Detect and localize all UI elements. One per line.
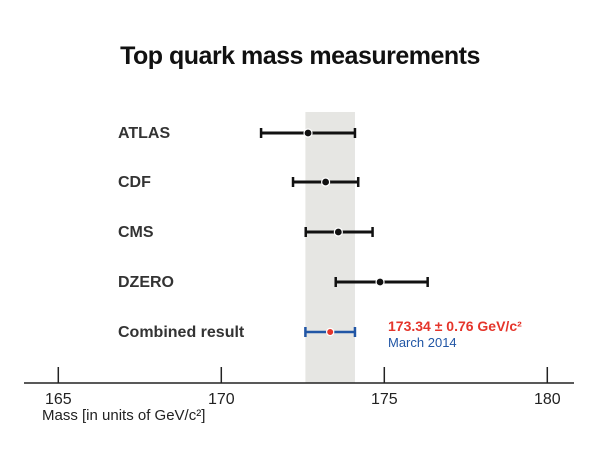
- combined-date-annotation: March 2014: [388, 335, 457, 350]
- data-point: [333, 227, 343, 237]
- combined-value-annotation: 173.34 ± 0.76 GeV/c²: [388, 318, 522, 334]
- data-point: [321, 177, 331, 187]
- measurement-atlas: ATLAS: [118, 125, 357, 142]
- data-point: [325, 327, 335, 337]
- combined-uncertainty-band: [305, 112, 355, 383]
- data-point: [303, 128, 313, 138]
- x-tick-label: 175: [371, 391, 398, 408]
- series-label: Combined result: [118, 324, 245, 341]
- series-label: DZERO: [118, 274, 174, 291]
- data-point: [375, 277, 385, 287]
- x-tick-label: 170: [208, 391, 235, 408]
- chart-title: Top quark mass measurements: [120, 42, 480, 70]
- measurement-dzero: DZERO: [118, 274, 429, 291]
- x-axis-label: Mass [in units of GeV/c²]: [42, 407, 205, 424]
- series-label: CMS: [118, 224, 154, 241]
- series-label: ATLAS: [118, 125, 170, 142]
- series-label: CDF: [118, 174, 151, 191]
- measurement-cms: CMS: [118, 224, 374, 241]
- x-tick-label: 180: [534, 391, 561, 408]
- measurement-combined-result: Combined result: [118, 324, 357, 341]
- x-tick-label: 165: [45, 391, 72, 408]
- measurement-cdf: CDF: [118, 174, 360, 191]
